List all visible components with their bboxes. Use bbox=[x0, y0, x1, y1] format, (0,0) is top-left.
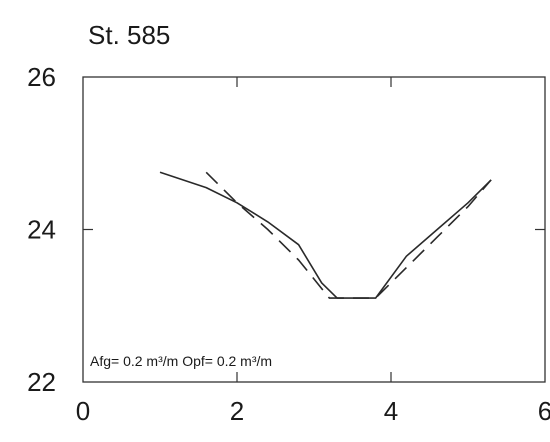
chart-title: St. 585 bbox=[88, 20, 170, 50]
x-tick-label: 2 bbox=[230, 396, 244, 426]
plot-frame bbox=[82, 76, 546, 383]
dashed-profile-line bbox=[205, 171, 492, 299]
volume-annotation: Afg= 0.2 m³/m Opf= 0.2 m³/m bbox=[90, 353, 272, 369]
measured-profile-line bbox=[159, 171, 492, 299]
y-tick-label: 22 bbox=[27, 367, 56, 397]
x-tick-label: 6 bbox=[538, 396, 550, 426]
y-tick-label: 26 bbox=[27, 62, 56, 92]
x-tick-label: 0 bbox=[76, 396, 90, 426]
x-tick-label: 4 bbox=[384, 396, 398, 426]
y-tick-label: 24 bbox=[27, 215, 56, 245]
series-layer bbox=[159, 171, 492, 299]
